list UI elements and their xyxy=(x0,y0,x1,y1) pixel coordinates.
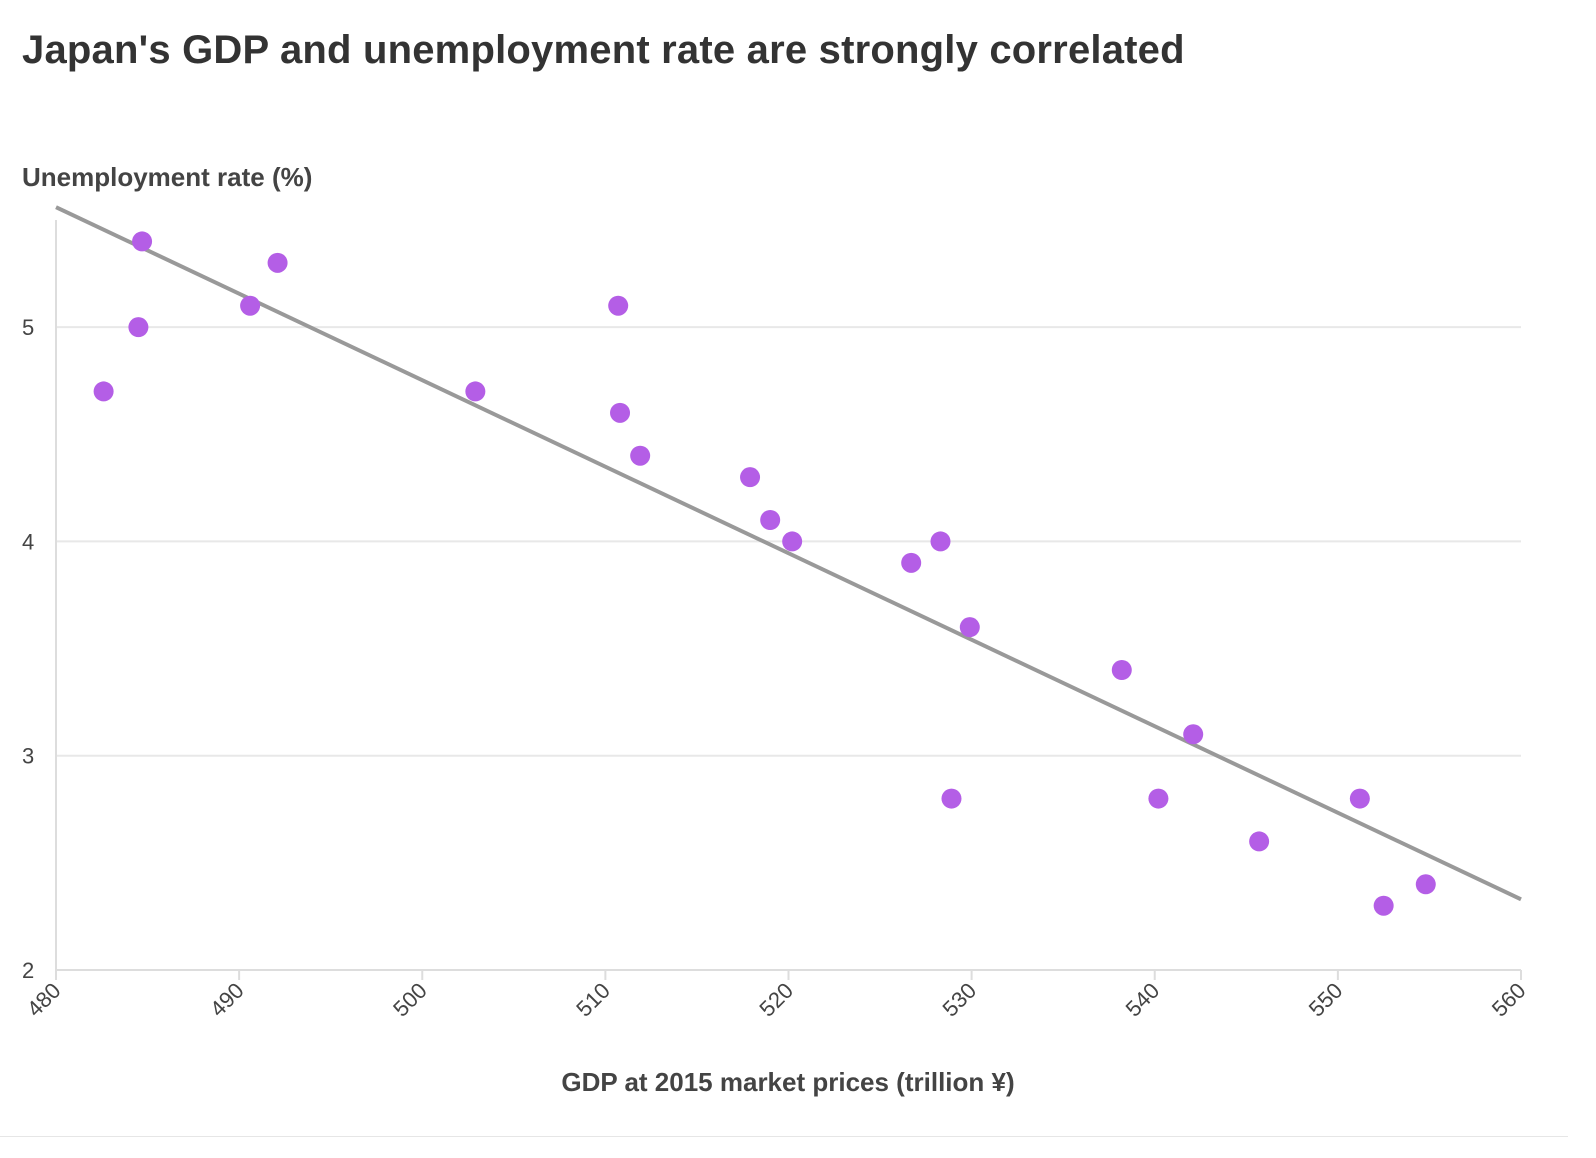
data-point xyxy=(93,381,114,402)
data-point xyxy=(782,531,803,552)
data-point xyxy=(1249,831,1270,852)
x-tick-label: 530 xyxy=(938,978,982,1022)
data-point xyxy=(901,552,922,573)
x-tick-label: 490 xyxy=(205,978,249,1022)
chart-title: Japan's GDP and unemployment rate are st… xyxy=(22,28,1185,72)
x-tick-label: 540 xyxy=(1121,978,1165,1022)
x-tick-label: 510 xyxy=(571,978,615,1022)
data-point xyxy=(1111,660,1132,680)
data-point xyxy=(465,381,486,402)
y-axis-title: Unemployment rate (%) xyxy=(22,162,312,192)
x-axis-title: GDP at 2015 market prices (trillion ¥) xyxy=(561,1067,1014,1097)
data-point xyxy=(740,467,761,488)
data-point xyxy=(941,788,962,809)
data-point xyxy=(1183,724,1204,745)
data-points xyxy=(93,231,1436,916)
data-point xyxy=(128,317,149,338)
data-point xyxy=(132,231,153,252)
x-tick-label: 500 xyxy=(388,978,432,1022)
chart-card xyxy=(0,6,1568,1137)
data-point xyxy=(240,295,261,316)
x-tick-label: 550 xyxy=(1304,978,1348,1022)
data-point xyxy=(959,617,980,638)
data-point xyxy=(608,295,629,316)
y-tick-label: 4 xyxy=(22,529,34,554)
y-tick-label: 2 xyxy=(22,958,34,983)
x-tick-label: 480 xyxy=(22,978,66,1022)
y-tick-label: 5 xyxy=(22,315,34,340)
data-point xyxy=(610,402,631,423)
data-point xyxy=(1415,874,1436,895)
data-point xyxy=(267,252,288,273)
data-point xyxy=(630,445,651,466)
y-axis-ticks: 2 3 4 5 xyxy=(22,315,34,983)
data-point xyxy=(760,510,781,530)
trend-line xyxy=(55,205,1522,902)
data-point xyxy=(1349,788,1370,809)
data-point xyxy=(1148,788,1169,809)
y-tick-label: 3 xyxy=(22,744,34,769)
x-tick-label: 520 xyxy=(754,978,798,1022)
data-point xyxy=(1373,895,1394,916)
x-axis-ticks: 480 490 500 510 520 530 540 550 560 xyxy=(22,970,1531,1021)
x-tick-label: 560 xyxy=(1487,978,1531,1022)
data-point xyxy=(930,531,951,552)
